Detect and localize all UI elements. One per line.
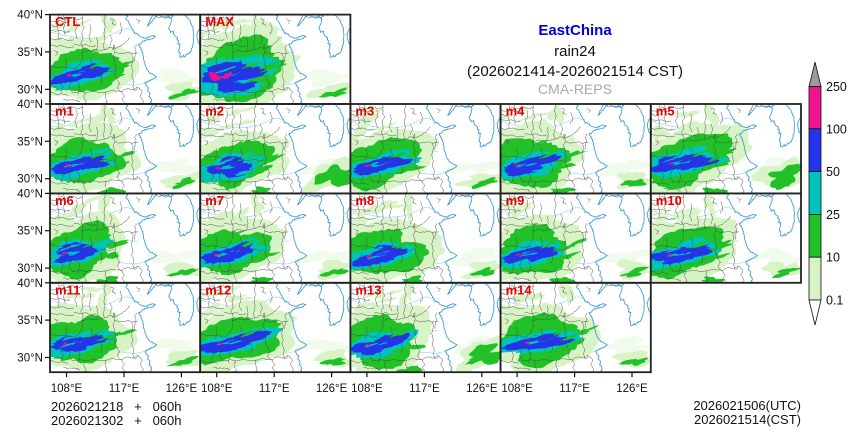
svg-text:117°E: 117°E: [559, 383, 590, 395]
svg-text:40°N: 40°N: [17, 99, 43, 111]
svg-text:30°N: 30°N: [17, 84, 43, 96]
svg-text:30°N: 30°N: [17, 263, 43, 275]
svg-text:0.1: 0.1: [826, 294, 843, 308]
svg-text:m13: m13: [355, 282, 381, 297]
svg-text:25: 25: [826, 208, 840, 222]
svg-text:2026021506(UTC): 2026021506(UTC): [693, 398, 801, 413]
svg-text:50: 50: [826, 165, 840, 179]
svg-text:(2026021414-2026021514 CST): (2026021414-2026021514 CST): [467, 63, 683, 80]
svg-text:MAX: MAX: [205, 14, 234, 29]
svg-text:108°E: 108°E: [351, 383, 383, 395]
svg-text:108°E: 108°E: [501, 383, 533, 395]
svg-text:m1: m1: [55, 104, 74, 119]
svg-text:m5: m5: [656, 104, 675, 119]
svg-text:108°E: 108°E: [201, 383, 233, 395]
svg-text:2026021302 + 060h: 2026021302 + 060h: [51, 413, 181, 428]
svg-text:40°N: 40°N: [17, 188, 43, 200]
svg-text:126°E: 126°E: [166, 383, 198, 395]
svg-text:rain24: rain24: [554, 43, 596, 60]
svg-text:2026021514(CST): 2026021514(CST): [694, 412, 801, 427]
svg-text:117°E: 117°E: [259, 383, 290, 395]
svg-text:m2: m2: [205, 104, 224, 119]
svg-text:40°N: 40°N: [17, 10, 43, 22]
svg-text:126°E: 126°E: [316, 383, 348, 395]
svg-text:108°E: 108°E: [51, 383, 83, 395]
svg-text:m9: m9: [506, 193, 525, 208]
svg-text:m8: m8: [355, 193, 374, 208]
svg-text:m10: m10: [656, 193, 682, 208]
svg-text:CTL: CTL: [55, 14, 80, 29]
svg-text:m6: m6: [55, 193, 74, 208]
svg-text:117°E: 117°E: [109, 383, 140, 395]
svg-text:m3: m3: [355, 104, 374, 119]
svg-text:117°E: 117°E: [409, 383, 440, 395]
svg-text:CMA-REPS: CMA-REPS: [538, 81, 612, 97]
svg-text:35°N: 35°N: [17, 47, 43, 59]
svg-text:126°E: 126°E: [616, 383, 648, 395]
svg-text:35°N: 35°N: [17, 226, 43, 238]
svg-text:250: 250: [826, 80, 847, 94]
svg-text:30°N: 30°N: [17, 174, 43, 186]
svg-text:35°N: 35°N: [17, 315, 43, 327]
svg-text:EastChina: EastChina: [538, 22, 612, 39]
svg-text:2026021218 + 060h: 2026021218 + 060h: [51, 399, 181, 414]
svg-text:30°N: 30°N: [17, 353, 43, 365]
svg-text:100: 100: [826, 122, 847, 136]
svg-text:35°N: 35°N: [17, 136, 43, 148]
svg-text:126°E: 126°E: [466, 383, 498, 395]
svg-text:m7: m7: [205, 193, 224, 208]
svg-text:10: 10: [826, 251, 840, 265]
svg-text:m14: m14: [506, 282, 533, 297]
svg-text:m11: m11: [55, 282, 80, 297]
svg-text:m4: m4: [506, 104, 526, 119]
svg-text:m12: m12: [205, 282, 231, 297]
svg-text:40°N: 40°N: [17, 278, 43, 290]
